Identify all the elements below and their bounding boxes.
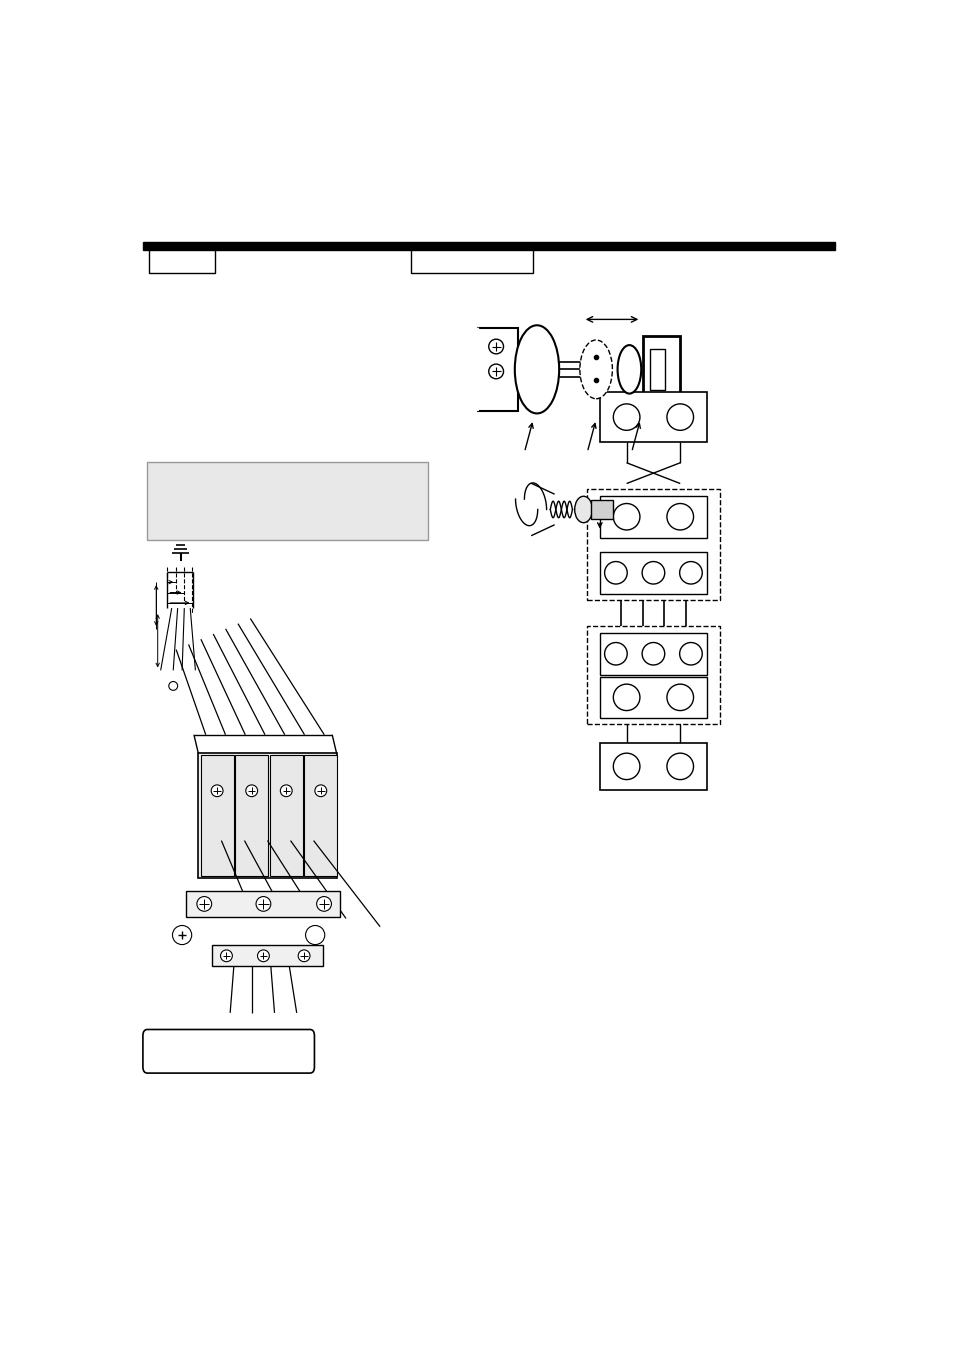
- Bar: [143, 241, 834, 249]
- Bar: [586, 489, 720, 600]
- Bar: [304, 755, 337, 876]
- Bar: [186, 891, 339, 918]
- Ellipse shape: [488, 364, 503, 379]
- Bar: [147, 462, 428, 539]
- Ellipse shape: [246, 785, 257, 797]
- Ellipse shape: [574, 496, 592, 523]
- Ellipse shape: [679, 562, 701, 584]
- Ellipse shape: [169, 682, 177, 690]
- Ellipse shape: [613, 404, 639, 430]
- Ellipse shape: [604, 643, 626, 665]
- Ellipse shape: [613, 685, 639, 710]
- Ellipse shape: [604, 562, 626, 584]
- Bar: [200, 755, 233, 876]
- Ellipse shape: [220, 950, 233, 961]
- Bar: [599, 392, 706, 442]
- Ellipse shape: [280, 785, 292, 797]
- Ellipse shape: [257, 950, 269, 961]
- Ellipse shape: [305, 926, 324, 945]
- Bar: [599, 496, 706, 538]
- Polygon shape: [474, 328, 491, 411]
- Bar: [599, 553, 706, 593]
- Ellipse shape: [488, 340, 503, 355]
- Ellipse shape: [679, 643, 701, 665]
- Ellipse shape: [172, 926, 192, 945]
- Ellipse shape: [316, 896, 331, 911]
- Bar: [411, 249, 533, 272]
- Ellipse shape: [196, 896, 212, 911]
- Ellipse shape: [666, 685, 693, 710]
- Ellipse shape: [613, 754, 639, 779]
- Bar: [586, 625, 720, 724]
- Bar: [599, 677, 706, 718]
- Ellipse shape: [211, 785, 223, 797]
- Bar: [270, 755, 302, 876]
- Ellipse shape: [666, 754, 693, 779]
- Bar: [477, 328, 518, 411]
- Bar: [599, 634, 706, 674]
- Ellipse shape: [298, 950, 310, 961]
- Bar: [590, 500, 613, 519]
- Ellipse shape: [314, 785, 326, 797]
- Ellipse shape: [515, 325, 558, 414]
- Bar: [149, 249, 215, 272]
- Ellipse shape: [255, 896, 271, 911]
- Bar: [649, 349, 664, 390]
- FancyBboxPatch shape: [143, 1030, 314, 1073]
- Ellipse shape: [666, 504, 693, 530]
- Ellipse shape: [641, 562, 664, 584]
- Ellipse shape: [641, 643, 664, 665]
- Bar: [234, 755, 268, 876]
- Bar: [599, 743, 706, 790]
- Ellipse shape: [579, 340, 612, 399]
- Bar: [198, 754, 336, 878]
- Ellipse shape: [617, 345, 640, 394]
- Bar: [212, 945, 322, 967]
- Bar: [642, 336, 679, 403]
- Ellipse shape: [613, 504, 639, 530]
- Ellipse shape: [666, 404, 693, 430]
